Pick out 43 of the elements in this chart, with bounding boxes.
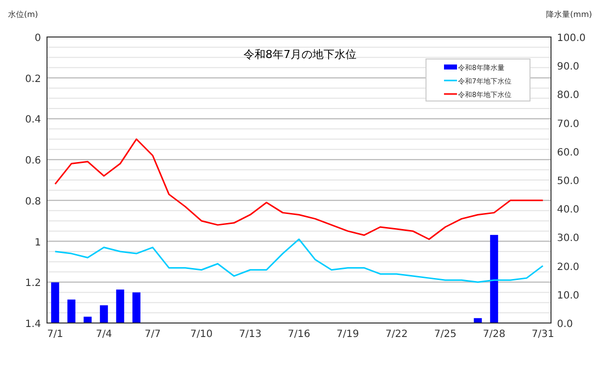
bar [116, 290, 124, 323]
x-tick-label: 7/10 [190, 329, 213, 340]
x-tick-label: 7/28 [482, 329, 506, 340]
text: 令和8年7月の地下水位 [244, 48, 356, 61]
y-tick-label: 0.4 [25, 114, 41, 126]
y2-tick-label: 70.0 [557, 118, 580, 130]
bar [132, 292, 140, 323]
x-tick-label: 7/22 [385, 329, 408, 340]
line-series [54, 238, 544, 283]
y2-axis-title: 降水量(mm) [546, 10, 592, 19]
y2-tick-label: 50.0 [557, 176, 580, 187]
x-tick-label: 7/19 [336, 329, 360, 340]
y-tick-label: 0 [34, 33, 41, 44]
bar [474, 318, 482, 323]
y2-tick-label: 80.0 [557, 90, 580, 102]
x-tick-label: 7/16 [288, 329, 310, 340]
x-tick-label: 7/13 [238, 329, 262, 340]
y2-tick-label: 100.0 [557, 33, 586, 44]
y-tick-label: 0.2 [25, 74, 41, 85]
x-tick-label: 7/25 [434, 329, 457, 340]
x-tick-label: 7/7 [144, 329, 161, 340]
y2-tick-label: 60.0 [557, 147, 580, 158]
y-tick-label: 1 [34, 237, 41, 248]
y-axis-title: 水位(m) [8, 10, 38, 19]
line-series [54, 138, 544, 240]
y-tick-label: 1.2 [25, 278, 41, 290]
y2-tick-label: 20.0 [557, 262, 580, 273]
y2-tick-label: 90.0 [557, 62, 580, 73]
y2-tick-label: 30.0 [557, 233, 580, 244]
bar [100, 305, 108, 323]
bar [67, 300, 76, 323]
bar [84, 316, 92, 323]
x-tick-label: 7/4 [96, 329, 112, 340]
x-tick-label: 7/31 [532, 329, 554, 340]
y2-tick-label: 10.0 [557, 290, 580, 302]
y-tick-label: 1.4 [25, 319, 41, 330]
y-tick-label: 0.8 [25, 196, 41, 208]
y2-tick-label: 40.0 [557, 204, 580, 216]
y2-tick-label: 0.0 [557, 319, 573, 330]
bar [490, 234, 498, 323]
bar [51, 282, 60, 323]
y-tick-label: 0.6 [25, 156, 41, 167]
x-tick-label: 7/1 [47, 329, 64, 340]
